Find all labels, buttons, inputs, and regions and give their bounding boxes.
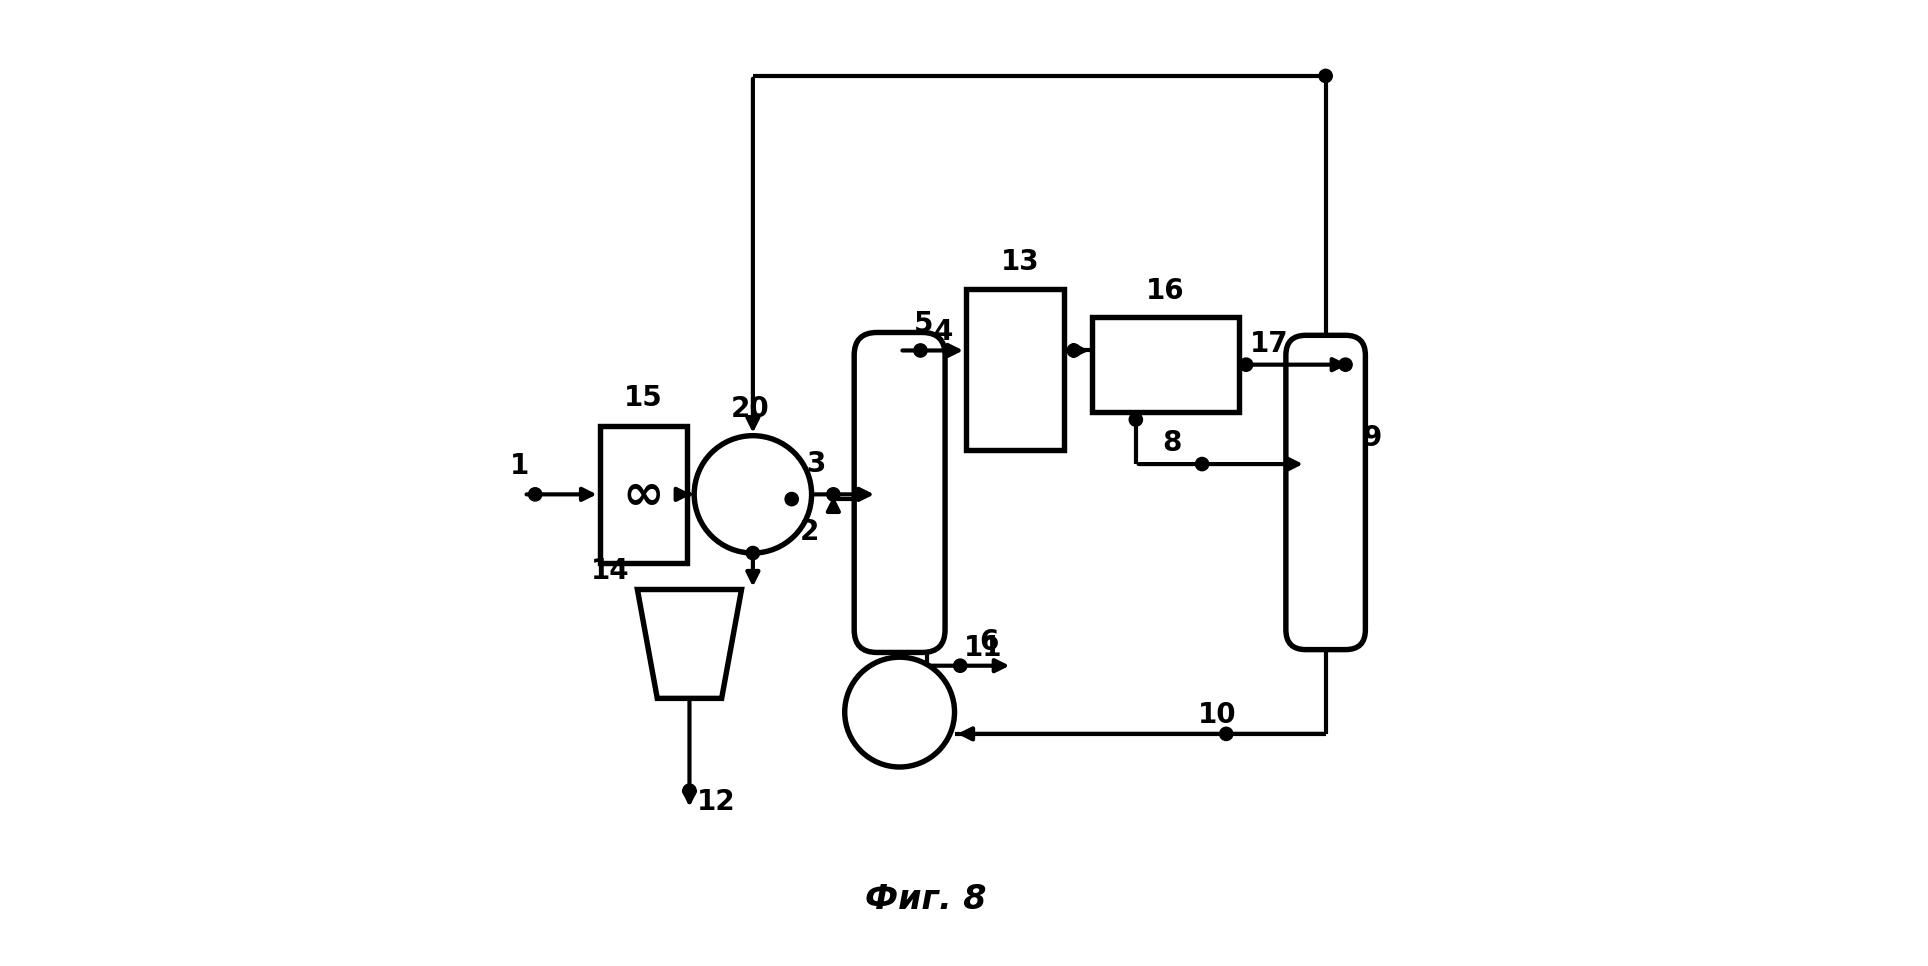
Circle shape [954, 659, 966, 672]
Circle shape [844, 657, 954, 767]
Text: 3: 3 [806, 450, 825, 478]
Text: 1: 1 [509, 452, 528, 480]
Text: 17: 17 [1249, 329, 1288, 357]
Text: 13: 13 [1001, 248, 1039, 276]
Text: 2: 2 [800, 518, 819, 546]
Text: 14: 14 [592, 556, 630, 584]
Text: 9: 9 [1363, 423, 1382, 451]
Text: 16: 16 [1145, 277, 1184, 305]
Text: 8: 8 [1163, 429, 1182, 457]
Text: 10: 10 [1197, 701, 1236, 729]
Circle shape [1195, 458, 1209, 470]
FancyBboxPatch shape [600, 426, 686, 563]
Polygon shape [966, 289, 1064, 450]
Circle shape [1068, 344, 1080, 357]
Circle shape [694, 436, 812, 554]
Circle shape [683, 784, 696, 797]
Text: 4: 4 [933, 318, 952, 346]
Polygon shape [638, 589, 742, 698]
Circle shape [785, 493, 798, 506]
Circle shape [914, 344, 927, 357]
Circle shape [528, 488, 542, 501]
Circle shape [1240, 358, 1253, 371]
Text: 20: 20 [731, 395, 769, 423]
Text: 5: 5 [914, 310, 933, 338]
Text: 12: 12 [698, 788, 736, 816]
Text: Фиг. 8: Фиг. 8 [866, 883, 987, 916]
Circle shape [1319, 70, 1332, 82]
Circle shape [1338, 358, 1352, 371]
Circle shape [827, 488, 841, 501]
FancyBboxPatch shape [1286, 335, 1365, 649]
FancyBboxPatch shape [854, 332, 945, 652]
Circle shape [1220, 727, 1232, 741]
Text: 6: 6 [979, 628, 999, 656]
Text: ∞: ∞ [623, 470, 663, 519]
Text: 15: 15 [623, 384, 663, 412]
Circle shape [746, 547, 760, 559]
Circle shape [1130, 412, 1143, 426]
Text: 11: 11 [964, 634, 1003, 662]
FancyBboxPatch shape [1091, 317, 1238, 412]
